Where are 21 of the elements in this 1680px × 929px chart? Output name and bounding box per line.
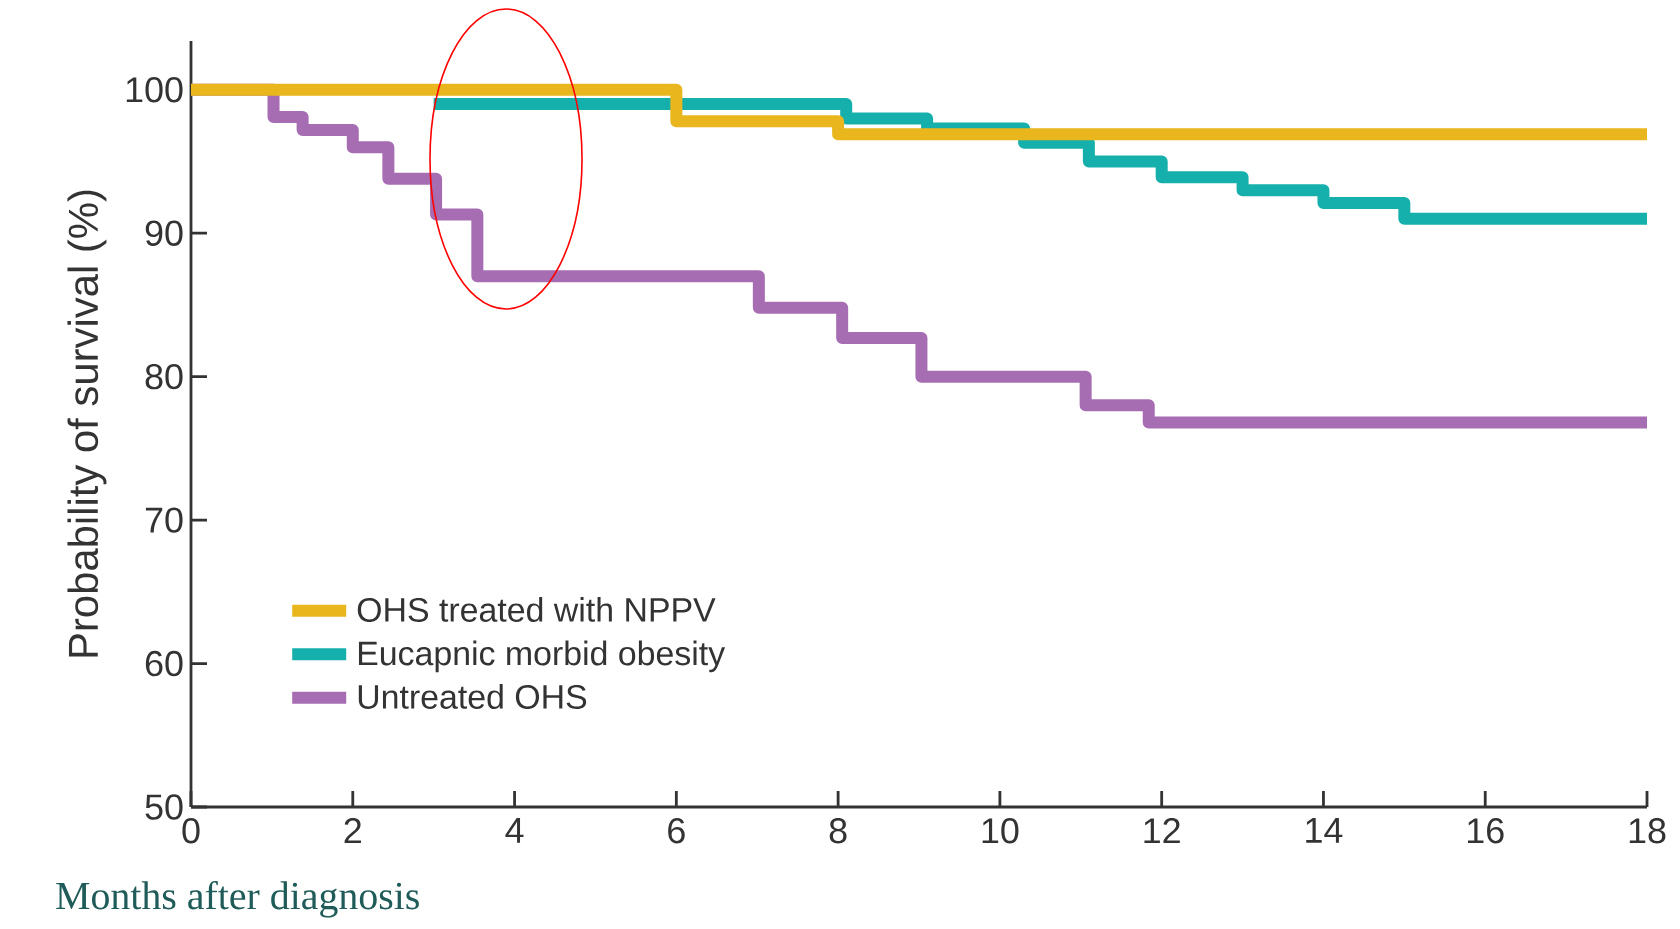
x-tick-label: 4 <box>505 818 524 843</box>
x-tick-label: 0 <box>182 818 200 844</box>
y-tick-label: 80 <box>145 363 183 390</box>
x-tick-label: 14 <box>1306 818 1343 843</box>
y-tick-label: 100 <box>126 77 183 103</box>
x-axis-title: Months after diagnosis <box>56 880 419 918</box>
y-tick-label: 70 <box>145 507 183 533</box>
y-tick-label: 90 <box>145 220 183 246</box>
y-axis-title: Probability of survival (%) <box>67 190 107 657</box>
legend-label: OHS treated with NPPV <box>357 597 716 622</box>
x-tick-label: 8 <box>829 818 847 844</box>
x-tick-label: 6 <box>668 818 685 844</box>
x-tick-label: 2 <box>344 818 361 844</box>
y-tick-label: 60 <box>145 650 183 677</box>
legend-label: Untreated OHS <box>358 684 587 709</box>
x-tick-label: 10 <box>982 818 1019 844</box>
x-tick-label: 12 <box>1144 818 1180 844</box>
x-tick-label: 16 <box>1468 818 1504 844</box>
legend-label: Eucapnic morbid obesity <box>358 640 726 673</box>
y-tick-label: 50 <box>145 794 183 820</box>
x-tick-label: 18 <box>1629 818 1666 844</box>
